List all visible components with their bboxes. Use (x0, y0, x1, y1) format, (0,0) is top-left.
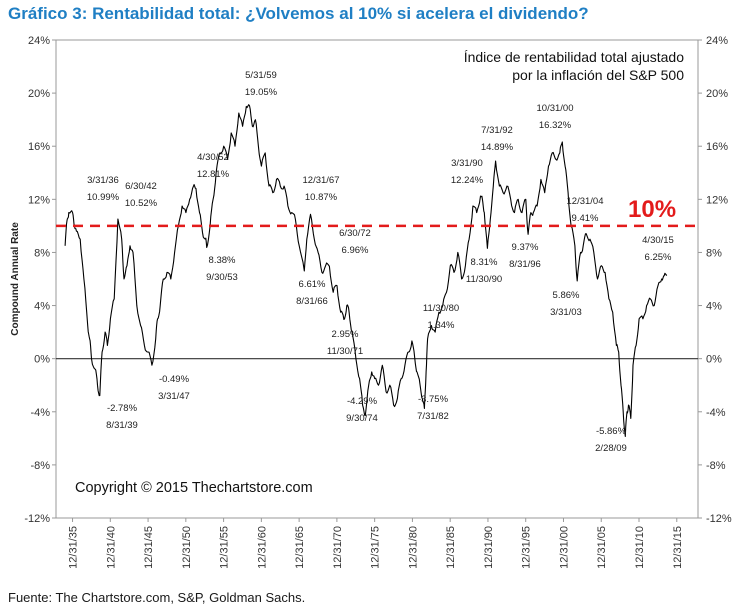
x-tick-label: 12/31/15 (672, 526, 684, 569)
y-tick-label-left: -4% (30, 407, 50, 419)
annotation-label: 10/31/00 (537, 103, 574, 114)
annotation-label: 3/31/47 (158, 391, 190, 402)
y-tick-label-left: 4% (34, 301, 50, 313)
annotation-label: 2/28/09 (595, 443, 627, 454)
annotation-label: 12.24% (451, 175, 484, 186)
annotation-label: 16.32% (539, 120, 572, 131)
legend-line-1: Índice de rentabilidad total ajustado (464, 49, 684, 65)
annotation-label: 6.25% (645, 252, 672, 263)
annotation-label: 8/31/96 (509, 259, 541, 270)
annotation-label: 19.05% (245, 87, 278, 98)
x-tick-label: 12/31/85 (445, 526, 457, 569)
annotation-label: 12/31/04 (567, 196, 604, 207)
y-tick-label-right: 24% (706, 35, 728, 47)
y-tick-label-left: 24% (28, 35, 50, 47)
y-tick-label-right: -12% (706, 513, 732, 525)
x-tick-label: 12/31/10 (634, 526, 646, 569)
reference-label: 10% (628, 196, 676, 223)
annotation-label: -0.49% (159, 374, 190, 385)
annotation-label: 14.89% (481, 142, 514, 153)
y-axis-right: -12% -8% -4% 0% 4% 8% 12% 16% 20% 24% (698, 35, 732, 525)
annotation-label: 9/30/74 (346, 413, 378, 424)
series-line-sp500 (64, 104, 668, 438)
annotation-label: 7/31/82 (417, 411, 449, 422)
y-tick-label-right: 16% (706, 141, 728, 153)
annotation-label: 5.86% (553, 290, 580, 301)
x-tick-label: 12/31/45 (143, 526, 155, 569)
y-tick-label-left: 20% (28, 88, 50, 100)
x-tick-label: 12/31/90 (483, 526, 495, 569)
x-tick-label: 12/31/05 (596, 526, 608, 569)
y-tick-label-right: 12% (706, 194, 728, 206)
x-tick-label: 12/31/00 (558, 526, 570, 569)
annotation-label: 5/31/59 (245, 70, 277, 81)
annotation-label: 9/30/53 (206, 272, 238, 283)
annotation-label: 10.52% (125, 198, 158, 209)
y-tick-label-left: -12% (24, 513, 50, 525)
legend-line-2: por la inflación del S&P 500 (512, 67, 684, 83)
annotation-label: 11/30/90 (466, 274, 502, 285)
y-tick-label-left: 8% (34, 247, 50, 259)
x-tick-label: 12/31/80 (407, 526, 419, 569)
y-tick-label-right: 20% (706, 88, 728, 100)
annotation-label: 11/30/71 (327, 346, 363, 357)
annotation-label: 11/30/80 (423, 303, 459, 314)
annotation-label: -4.29% (347, 396, 378, 407)
y-tick-label-right: -4% (706, 407, 726, 419)
plot-frame (55, 39, 699, 519)
annotation-label: 8.31% (471, 257, 498, 268)
x-axis: 12/31/35 12/31/40 12/31/45 12/31/50 12/31/55… (68, 518, 684, 569)
annotation-label: 8/31/39 (106, 420, 138, 431)
annotation-label: 2.95% (332, 329, 359, 340)
annotation-label: 6.61% (299, 279, 326, 290)
x-tick-label: 12/31/55 (219, 526, 231, 569)
y-tick-label-right: 8% (706, 247, 722, 259)
y-tick-label-right: 0% (706, 354, 722, 366)
annotation-label: -2.78% (107, 403, 138, 414)
x-tick-label: 12/31/60 (256, 526, 268, 569)
annotation-label: 3/31/90 (451, 158, 483, 169)
x-tick-label: 12/31/35 (68, 526, 80, 569)
annotation-label: -5.86% (596, 426, 627, 437)
annotation-label: -3.75% (418, 394, 449, 405)
y-axis-left: -12% -8% -4% 0% 4% 8% 12% 16% 20% 24% (24, 35, 56, 525)
annotation-label: 12/31/67 (303, 175, 340, 186)
annotation-label: 4/30/52 (197, 152, 229, 163)
annotation-label: 8.38% (209, 255, 236, 266)
annotation-label: 4/30/15 (642, 235, 674, 246)
y-tick-label-left: 0% (34, 354, 50, 366)
annotation-label: 3/31/03 (550, 307, 582, 318)
annotation-label: 10.87% (305, 192, 338, 203)
y-tick-label-right: 4% (706, 301, 722, 313)
y-tick-label-left: -8% (30, 460, 50, 472)
y-axis-label: Compound Annual Rate (10, 222, 21, 336)
annotations: 3/31/36 10.99% 6/30/42 10.52% -2.78% 8/31/39 -… (87, 70, 674, 454)
x-tick-label: 12/31/65 (294, 526, 306, 569)
annotation-label: 12.81% (197, 169, 230, 180)
annotation-label: 9.37% (512, 242, 539, 253)
x-tick-label: 12/31/95 (521, 526, 533, 569)
x-tick-label: 12/31/75 (370, 526, 382, 569)
y-tick-label-left: 16% (28, 141, 50, 153)
annotation-label: 1.34% (428, 320, 455, 331)
source-note: Fuente: The Chartstore.com, S&P, Goldman… (8, 590, 306, 605)
annotation-label: 6/30/72 (339, 228, 371, 239)
annotation-label: 6.96% (342, 245, 369, 256)
chart-title: Gráfico 3: Rentabilidad total: ¿Volvemos… (8, 4, 589, 23)
y-tick-label-right: -8% (706, 460, 726, 472)
y-tick-label-left: 12% (28, 194, 50, 206)
x-tick-label: 12/31/40 (105, 526, 117, 569)
x-tick-label: 12/31/50 (181, 526, 193, 569)
copyright-text: Copyright © 2015 Thechartstore.com (75, 480, 313, 496)
annotation-label: 6/30/42 (125, 181, 157, 192)
annotation-label: 3/31/36 (87, 175, 119, 186)
annotation-label: 7/31/92 (481, 125, 513, 136)
annotation-label: 8/31/66 (296, 296, 328, 307)
annotation-label: 9.41% (572, 213, 599, 224)
annotation-label: 10.99% (87, 192, 120, 203)
x-tick-label: 12/31/70 (332, 526, 344, 569)
